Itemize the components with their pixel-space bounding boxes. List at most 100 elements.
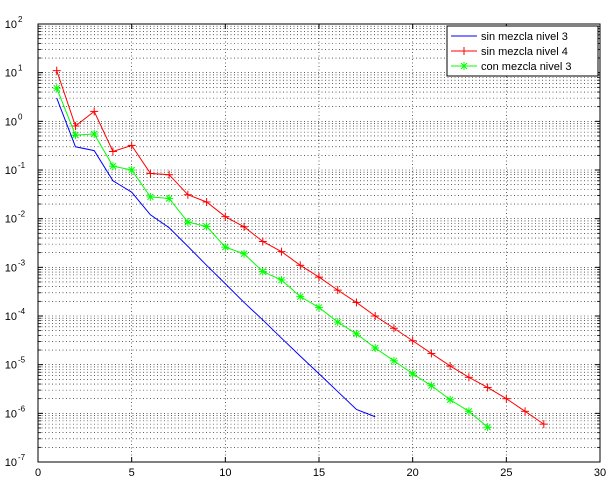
data-point [427,381,436,390]
y-tick-exponent: -5 [18,356,26,365]
data-point [183,190,192,199]
series-line [56,87,488,428]
data-point [352,298,361,307]
data-point [108,162,117,171]
data-point [240,222,249,231]
y-tick-exponent: -4 [18,307,26,316]
y-tick-exponent: 1 [18,64,23,73]
data-point [389,356,398,365]
data-point [371,312,380,320]
data-point [446,395,455,404]
legend-item: con mezcla nivel 3 [451,61,572,73]
data-point [315,303,323,312]
legend-item: sin mezcla nivel 3 [451,31,568,43]
marker-star-d2 [334,318,342,326]
data-point [127,166,136,174]
marker-star-d2 [53,84,61,92]
marker-star-d2 [428,382,435,390]
y-tick-label: 10 [5,457,17,469]
series-3 [52,84,492,432]
marker-star-d2 [90,130,98,138]
data-point [90,107,99,116]
data-point [258,237,267,246]
data-point [240,249,249,258]
data-point [389,324,398,333]
y-tick-exponent: 2 [18,15,23,24]
marker-star-d2 [184,218,192,226]
data-point [371,344,380,353]
marker-star-d2 [128,166,136,174]
x-tick-label: 15 [313,467,325,479]
x-tick-label: 20 [407,467,419,479]
y-tick-label: 10 [5,262,17,274]
data-point [464,373,473,382]
data-point [146,192,155,201]
y-tick-label: 10 [5,19,17,31]
data-point [127,141,136,150]
marker-star-d2 [465,407,473,415]
marker-star-d2 [240,250,248,258]
marker-star-d2 [221,243,229,251]
y-tick-exponent: -1 [18,161,26,170]
data-point [483,383,492,392]
data-point [277,247,286,256]
data-point [408,336,417,345]
marker-star-d2 [165,195,173,202]
series-2 [52,66,548,429]
data-point [202,222,211,231]
data-point [408,369,417,378]
legend-label: sin mezcla nivel 4 [481,46,568,58]
marker-star-d2 [278,276,285,284]
x-tick-label: 0 [35,467,41,479]
x-tick-label: 10 [219,467,231,479]
y-tick-label: 10 [5,116,17,128]
data-point [464,407,473,416]
y-tick-label: 10 [5,408,17,420]
data-point [315,273,323,282]
data-point [202,198,211,207]
marker-star-d2 [259,268,267,275]
legend-label: con mezcla nivel 3 [481,61,572,73]
x-tick-label: 30 [594,467,606,479]
data-point [108,147,117,156]
marker-star-d2 [296,293,304,300]
data-point [521,407,530,416]
series-layer [52,66,548,432]
y-tick-exponent: -7 [18,453,26,462]
marker-star-d2 [371,344,379,352]
data-point [539,420,548,429]
y-tick-exponent: -2 [18,210,26,219]
data-point [502,394,511,403]
data-point [352,329,361,338]
data-point [258,267,267,276]
marker-star-d2 [315,304,323,311]
y-tick-exponent: -6 [18,404,26,413]
data-point [277,275,286,284]
y-tick-label: 10 [5,68,17,80]
data-point [165,194,174,203]
marker-star-d2 [446,396,454,404]
marker-star-d2 [72,131,79,139]
marker-star-d2 [409,370,417,378]
y-tick-label: 10 [5,360,17,372]
data-point [165,170,174,179]
x-tick-label: 5 [129,467,135,479]
data-point [333,318,342,327]
series-line [56,97,376,418]
x-tick-label: 25 [500,467,512,479]
data-point [52,66,61,75]
data-point [52,84,61,93]
data-point [71,122,80,131]
data-point [296,261,305,270]
y-tick-exponent: 0 [18,112,23,121]
marker-star-d2 [390,357,398,365]
legend: sin mezcla nivel 3 sin mezcla nivel 4 con … [446,25,599,77]
data-point [221,212,230,221]
y-tick-label: 10 [5,214,17,226]
marker-star-d2 [353,330,360,338]
y-tick-exponent: -3 [18,258,26,267]
data-point [221,243,230,252]
series-1 [56,97,376,418]
data-point [296,292,305,301]
